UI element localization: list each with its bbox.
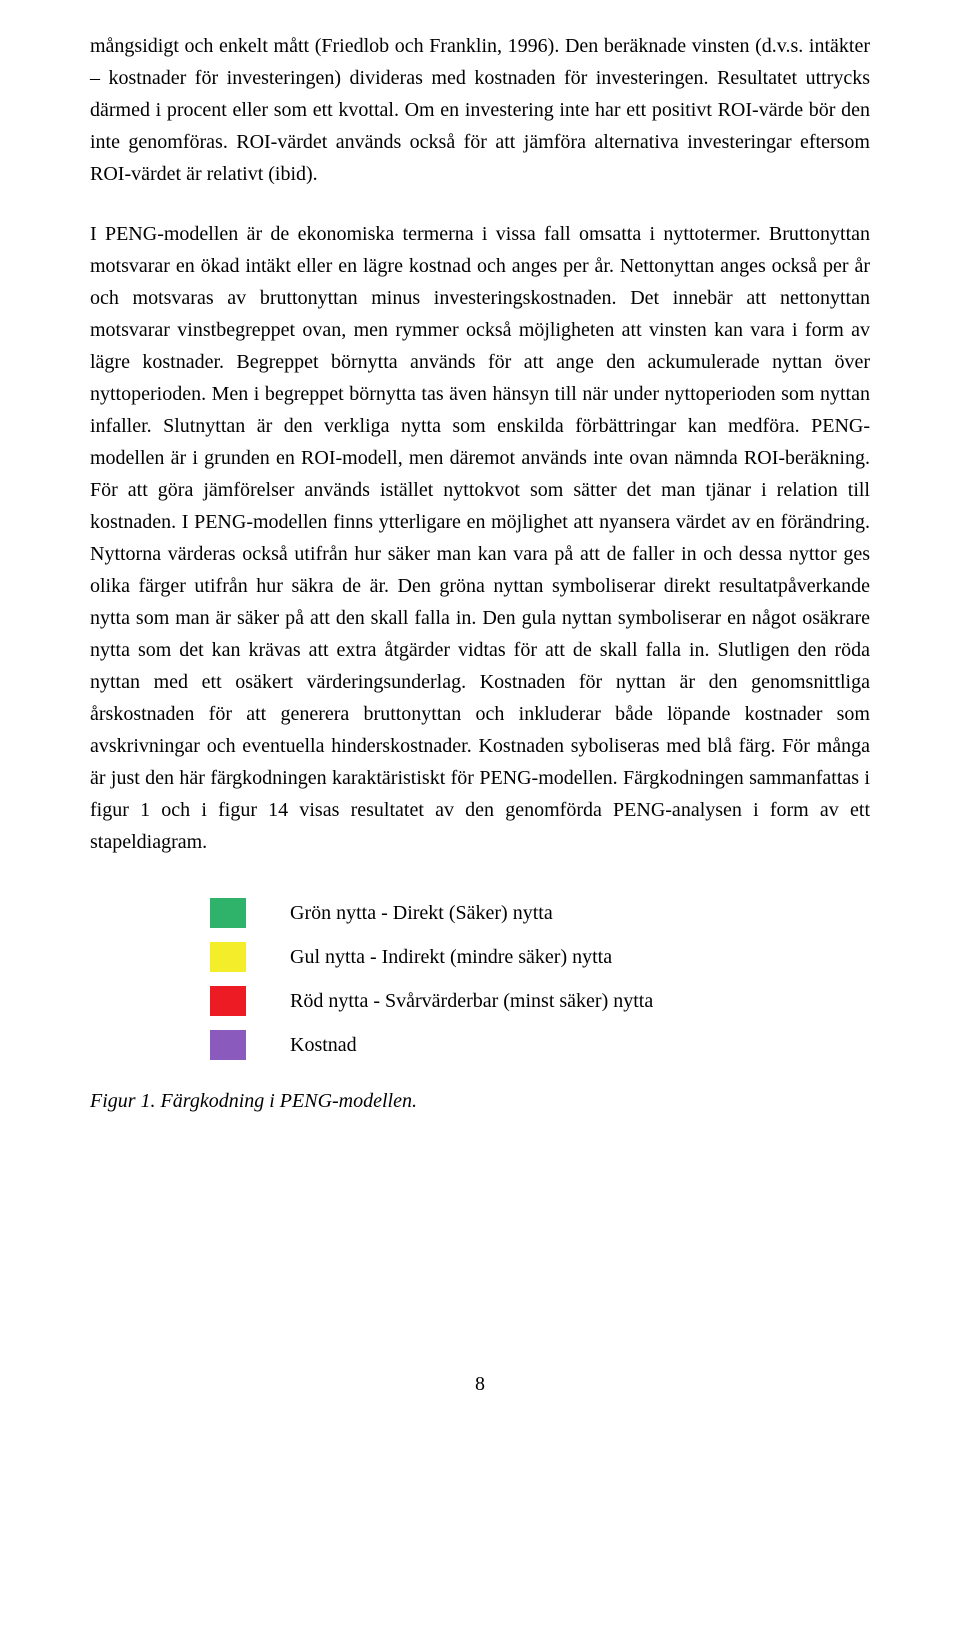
paragraph-2: I PENG-modellen är de ekonomiska termern… — [90, 218, 870, 858]
legend-item-yellow: Gul nytta - Indirekt (mindre säker) nytt… — [210, 942, 870, 972]
swatch-red — [210, 986, 246, 1016]
swatch-cost — [210, 1030, 246, 1060]
swatch-green — [210, 898, 246, 928]
legend-label-cost: Kostnad — [290, 1034, 357, 1057]
legend-label-yellow: Gul nytta - Indirekt (mindre säker) nytt… — [290, 946, 612, 969]
page: mångsidigt och enkelt mått (Friedlob och… — [0, 0, 960, 1436]
color-legend: Grön nytta - Direkt (Säker) nytta Gul ny… — [210, 898, 870, 1060]
paragraph-1: mångsidigt och enkelt mått (Friedlob och… — [90, 30, 870, 190]
swatch-yellow — [210, 942, 246, 972]
legend-item-cost: Kostnad — [210, 1030, 870, 1060]
legend-item-red: Röd nytta - Svårvärderbar (minst säker) … — [210, 986, 870, 1016]
page-number: 8 — [90, 1373, 870, 1396]
figure-caption: Figur 1. Färgkodning i PENG-modellen. — [90, 1090, 870, 1113]
legend-label-green: Grön nytta - Direkt (Säker) nytta — [290, 902, 553, 925]
legend-item-green: Grön nytta - Direkt (Säker) nytta — [210, 898, 870, 928]
legend-label-red: Röd nytta - Svårvärderbar (minst säker) … — [290, 990, 653, 1013]
